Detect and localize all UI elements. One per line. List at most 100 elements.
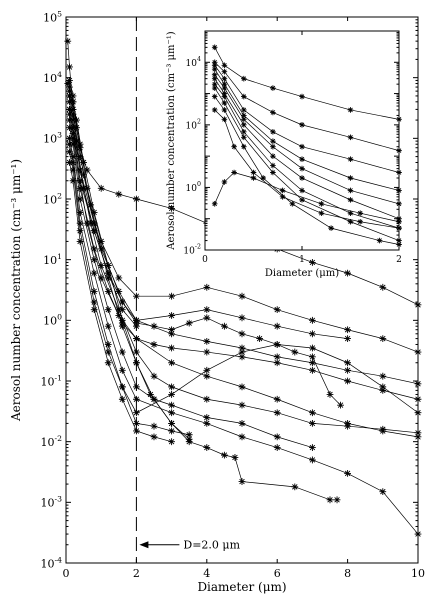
main-data-point: [168, 330, 175, 338]
main-data-point: [291, 348, 299, 356]
main-data-point: [76, 177, 84, 185]
inset-data-point: [299, 175, 305, 181]
main-data-point: [168, 391, 175, 398]
main-y-tick-label: 10-3: [41, 495, 63, 510]
inset-x-axis-title: Diameter (μm): [265, 268, 339, 279]
inset-data-point: [211, 62, 218, 69]
main-data-point: [379, 335, 387, 342]
main-data-point: [118, 319, 126, 327]
main-data-point: [185, 438, 193, 446]
main-data-point: [69, 166, 77, 174]
inset-data-point: [396, 187, 402, 194]
main-y-axis-title: Aerosol number concentration (cm⁻³ μm⁻¹): [9, 159, 23, 422]
main-data-point: [66, 63, 73, 71]
inset-data-point: [241, 129, 247, 135]
main-data-point: [414, 301, 422, 309]
main-data-point: [76, 238, 84, 245]
inset-data-point: [241, 112, 247, 119]
main-data-point: [309, 444, 316, 451]
main-data-point: [115, 190, 123, 198]
main-data-point: [309, 330, 316, 338]
main-y-tick-label: 10-2: [41, 434, 63, 449]
inset-data-point: [241, 116, 247, 123]
main-data-point: [69, 177, 77, 185]
main-data-point: [309, 316, 316, 324]
inset-data-point: [299, 197, 305, 203]
main-data-point: [150, 395, 158, 403]
main-data-point: [168, 383, 175, 391]
main-data-point: [273, 353, 281, 361]
main-data-point: [203, 306, 211, 314]
inset-data-point: [211, 200, 218, 207]
main-y-tick-label: 100: [43, 313, 62, 328]
main-data-point: [309, 344, 316, 352]
main-data-point: [273, 341, 281, 348]
main-data-point: [168, 409, 175, 417]
main-data-point: [76, 227, 84, 235]
main-data-point: [76, 219, 84, 227]
main-data-point: [414, 409, 422, 417]
main-data-point: [221, 451, 228, 459]
main-data-point: [80, 171, 87, 179]
inset-data-point: [270, 162, 276, 169]
inset-data-point: [289, 200, 296, 207]
main-x-tick-label: 2: [133, 567, 140, 580]
main-data-point: [379, 427, 387, 435]
main-data-point: [150, 422, 158, 430]
main-data-point: [66, 105, 73, 113]
main-data-point: [203, 420, 211, 427]
inset-data-point: [376, 237, 383, 244]
main-data-point: [337, 401, 344, 409]
main-data-point: [185, 319, 193, 327]
inset-data-point: [241, 122, 247, 128]
main-data-point: [309, 259, 316, 266]
inset-data-point: [396, 200, 402, 207]
main-data-point: [168, 420, 175, 427]
inset-data-point: [211, 85, 218, 91]
main-data-point: [118, 383, 126, 391]
inset-data-point: [299, 143, 305, 150]
inset-data-point: [396, 237, 402, 244]
main-data-point: [76, 195, 84, 203]
main-data-point: [238, 314, 246, 322]
inset-data-point: [221, 90, 228, 97]
inset-data-point: [270, 169, 276, 176]
inset-data-point: [396, 169, 402, 176]
main-data-point: [379, 387, 387, 394]
main-data-point: [69, 124, 77, 132]
main-data-point: [203, 414, 211, 421]
inset-data-point: [347, 210, 354, 217]
main-data-point: [104, 274, 112, 282]
main-data-point: [203, 372, 211, 380]
main-data-point: [69, 153, 77, 160]
inset-data-point: [221, 81, 228, 87]
inset-data-point: [357, 210, 363, 217]
inset-data-point: [211, 93, 218, 100]
inset-data-point: [241, 107, 247, 113]
main-panel: 0 2 4 6 8 1010-410-310-210-110010110210310410…: [9, 9, 425, 594]
inset-data-point: [221, 116, 228, 123]
main-data-point: [414, 348, 422, 356]
main-data-point: [104, 262, 112, 269]
main-data-point: [118, 306, 126, 314]
main-data-point: [90, 287, 98, 295]
inset-data-point: [221, 100, 228, 106]
inset-data-point: [396, 147, 402, 154]
main-data-point: [83, 166, 91, 174]
inset-data-point: [347, 187, 354, 194]
main-data-point: [344, 420, 351, 427]
inset-y-tick-label: 104: [186, 56, 201, 69]
main-data-point: [133, 409, 140, 417]
main-data-point: [414, 395, 422, 403]
main-data-point: [76, 209, 84, 216]
inset-data-point: [270, 143, 276, 150]
inset-y-tick-label: 10-2: [183, 244, 201, 257]
main-data-point: [104, 269, 112, 277]
main-y-tick-label: 102: [43, 191, 62, 206]
inset-data-point: [299, 156, 305, 162]
main-series-line-13: [69, 144, 190, 436]
main-data-point: [90, 269, 98, 277]
main-data-point: [203, 283, 211, 291]
main-data-point: [66, 83, 73, 91]
